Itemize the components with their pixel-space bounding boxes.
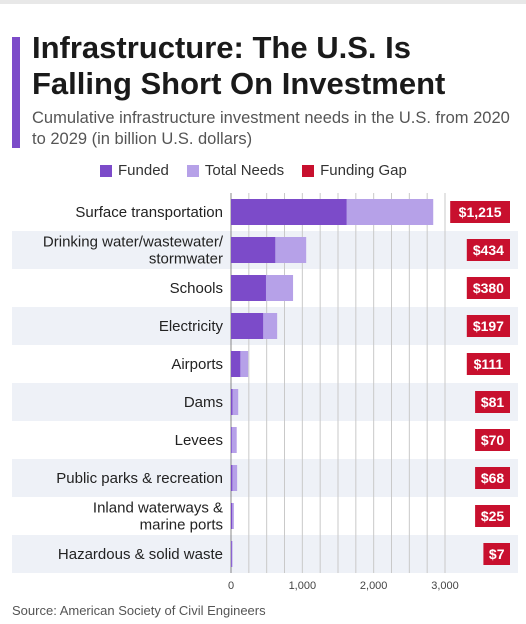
funding-gap-badge	[466, 277, 510, 299]
bar-total-needs	[231, 389, 239, 415]
funding-gap-label: $434	[473, 242, 504, 258]
row-band	[12, 383, 518, 421]
bar-funded	[231, 313, 264, 339]
category-label: Airports	[171, 356, 223, 373]
bar-funded	[231, 351, 241, 377]
category-label: Hazardous & solid waste	[58, 546, 223, 563]
funding-gap-label: $68	[481, 470, 505, 486]
category-label: Surface transportation	[75, 204, 223, 221]
bar-funded	[231, 503, 233, 529]
chart-title: Infrastructure: The U.S. Is Falling Shor…	[32, 30, 446, 101]
legend-label-total-needs: Total Needs	[204, 162, 285, 179]
legend-swatch-total-needs	[186, 164, 199, 177]
funding-gap-label: $81	[481, 394, 505, 410]
funding-gap-label: $7	[489, 546, 505, 562]
funding-gap-badge	[475, 467, 510, 489]
category-label: Inland waterways & marine ports	[93, 500, 223, 534]
category-label: Schools	[170, 280, 223, 297]
legend-swatch-funding-gap	[302, 164, 315, 177]
bar-funded	[231, 427, 232, 453]
category-label: Levees	[175, 432, 223, 449]
legend-item-total-needs: Total Needs	[186, 162, 285, 179]
x-tick-label: 1,000	[289, 580, 317, 592]
funding-gap-badge	[466, 315, 510, 337]
x-tick-label: 2,000	[360, 580, 388, 592]
funding-gap-badge	[475, 391, 510, 413]
chart-subtitle: Cumulative infrastructure investment nee…	[32, 109, 510, 148]
row-band	[12, 459, 518, 497]
legend-item-funding-gap: Funding Gap	[302, 162, 407, 179]
bar-funded	[231, 541, 232, 567]
legend-label-funding-gap: Funding Gap	[320, 162, 407, 179]
funding-gap-label: $25	[481, 508, 505, 524]
funding-gap-badge	[475, 505, 510, 527]
funding-gap-label: $1,215	[459, 204, 502, 220]
x-tick-label: 0	[228, 580, 234, 592]
funding-gap-label: $111	[474, 356, 504, 372]
funding-gap-badge	[475, 429, 510, 451]
funding-gap-badge	[483, 543, 510, 565]
chart-legend: Funded Total Needs Funding Gap	[100, 162, 407, 179]
funding-gap-badge	[466, 239, 510, 261]
bar-total-needs	[231, 541, 233, 567]
bar-funded	[231, 237, 276, 263]
bar-funded	[231, 465, 233, 491]
funding-gap-label: $70	[481, 432, 505, 448]
bar-funded	[231, 275, 266, 301]
funding-gap-badge	[466, 353, 510, 375]
funding-gap-label: $380	[473, 280, 504, 296]
bar-funded	[231, 199, 347, 225]
category-label: Drinking water/wastewater/stormwater	[43, 234, 224, 268]
bar-funded	[231, 389, 233, 415]
legend-label-funded: Funded	[118, 162, 169, 179]
top-border	[0, 0, 526, 4]
category-label: Electricity	[159, 318, 224, 335]
title-accent-bar	[12, 37, 20, 148]
category-label: Dams	[184, 394, 223, 411]
funding-gap-badge	[450, 201, 510, 223]
legend-swatch-funded	[100, 164, 112, 177]
bar-total-needs	[231, 465, 238, 491]
legend-item-funded: Funded	[100, 162, 169, 179]
bar-total-needs	[231, 503, 234, 529]
source-note: Source: American Society of Civil Engine…	[12, 603, 266, 618]
bar-total-needs	[231, 427, 237, 453]
row-band	[12, 535, 518, 573]
category-label: Public parks & recreation	[56, 470, 223, 487]
x-tick-label: 3,000	[431, 580, 459, 592]
funding-gap-label: $197	[473, 318, 504, 334]
